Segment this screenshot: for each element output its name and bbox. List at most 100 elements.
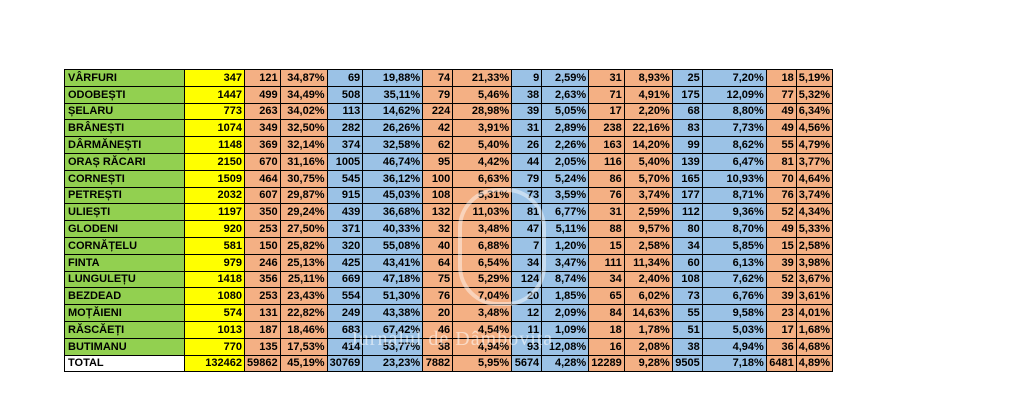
table-row: MOȚĂIENI 574 131 22,82% 249 43,38% 20 3,48% 12 2,… bbox=[64, 304, 833, 322]
vote-count: 69 bbox=[326, 69, 364, 87]
vote-count: 111 bbox=[588, 253, 625, 272]
vote-count: 425 bbox=[326, 253, 364, 272]
vote-count: 17 bbox=[588, 102, 625, 121]
vote-percent: 29,87% bbox=[279, 186, 328, 205]
vote-percent: 5,29% bbox=[452, 270, 513, 289]
vote-count: 81 bbox=[765, 152, 797, 171]
vote-count: 238 bbox=[588, 119, 625, 138]
vote-count: 73 bbox=[671, 287, 703, 306]
vote-percent: 22,82% bbox=[279, 304, 328, 322]
vote-percent: 5,46% bbox=[452, 85, 513, 104]
vote-percent: 47,18% bbox=[362, 270, 424, 289]
table-row: DÂRMĂNEȘTI 1148 369 32,14% 374 32,58% 62 5,40% 2… bbox=[64, 136, 833, 154]
vote-count: 349 bbox=[244, 119, 281, 138]
vote-count: 42 bbox=[422, 119, 454, 138]
locality-name: ȘELARU bbox=[64, 102, 185, 121]
table-row: BUTIMANU 770 135 17,53% 414 53,77% 38 4,94% 93 12… bbox=[64, 337, 833, 356]
vote-count: 11 bbox=[511, 320, 543, 339]
vote-percent: 5,11% bbox=[541, 220, 590, 238]
vote-percent: 2,40% bbox=[623, 270, 673, 289]
table-row: VÂRFURI 347 121 34,87% 69 19,88% 74 21,33% 9 2,59… bbox=[64, 69, 833, 87]
vote-percent: 4,94% bbox=[452, 337, 513, 356]
vote-count: 76 bbox=[422, 287, 454, 306]
total-votes: 1509 bbox=[184, 169, 245, 188]
vote-count: 49 bbox=[765, 119, 797, 138]
vote-percent: 3,74% bbox=[795, 186, 833, 205]
vote-count: 68 bbox=[671, 102, 703, 121]
total-votes: 1447 bbox=[184, 85, 245, 104]
vote-percent: 5,31% bbox=[452, 186, 513, 205]
vote-percent: 1,09% bbox=[541, 320, 590, 339]
vote-percent: 8,62% bbox=[701, 136, 767, 154]
vote-percent: 9,28% bbox=[623, 354, 673, 373]
vote-percent: 5,19% bbox=[795, 69, 833, 87]
vote-count: 40 bbox=[422, 236, 454, 255]
vote-percent: 21,33% bbox=[452, 69, 513, 87]
vote-percent: 6,88% bbox=[452, 236, 513, 255]
vote-percent: 3,59% bbox=[541, 186, 590, 205]
vote-count: 39 bbox=[765, 253, 797, 272]
vote-count: 31 bbox=[588, 69, 625, 87]
vote-percent: 22,16% bbox=[623, 119, 673, 138]
table-row: ȘELARU 773 263 34,02% 113 14,62% 224 28,98% 39 5,… bbox=[64, 102, 833, 121]
vote-count: 39 bbox=[765, 287, 797, 306]
vote-percent: 7,20% bbox=[701, 69, 767, 87]
vote-count: 77 bbox=[765, 85, 797, 104]
vote-count: 12289 bbox=[588, 354, 625, 373]
vote-percent: 1,20% bbox=[541, 236, 590, 255]
locality-name: RĂSCĂEȚI bbox=[64, 320, 185, 339]
vote-count: 177 bbox=[671, 186, 703, 205]
vote-count: 39 bbox=[511, 102, 543, 121]
vote-percent: 6,34% bbox=[795, 102, 833, 121]
vote-count: 108 bbox=[671, 270, 703, 289]
vote-count: 350 bbox=[244, 203, 281, 222]
vote-percent: 4,94% bbox=[701, 337, 767, 356]
locality-name: CORNĂȚELU bbox=[64, 236, 185, 255]
vote-percent: 2,59% bbox=[623, 203, 673, 222]
vote-count: 554 bbox=[326, 287, 364, 306]
table-total-row: TOTAL 132462 59862 45,19% 30769 23,23% 7882 5,9… bbox=[64, 354, 833, 373]
vote-count: 36 bbox=[765, 337, 797, 356]
locality-name: BRÂNEȘTI bbox=[64, 119, 185, 138]
vote-count: 52 bbox=[765, 203, 797, 222]
vote-percent: 2,59% bbox=[541, 69, 590, 87]
vote-percent: 32,58% bbox=[362, 136, 424, 154]
vote-count: 49 bbox=[765, 220, 797, 238]
vote-count: 44 bbox=[511, 152, 543, 171]
vote-percent: 5,24% bbox=[541, 169, 590, 188]
total-votes: 347 bbox=[184, 69, 245, 87]
vote-percent: 6,13% bbox=[701, 253, 767, 272]
table-row: ULIEȘTI 1197 350 29,24% 439 36,68% 132 11,03% 81… bbox=[64, 203, 833, 222]
table-row: BEZDEAD 1080 253 23,43% 554 51,30% 76 7,04% 20 1,… bbox=[64, 287, 833, 306]
vote-percent: 7,73% bbox=[701, 119, 767, 138]
vote-percent: 5,33% bbox=[795, 220, 833, 238]
vote-percent: 2,05% bbox=[541, 152, 590, 171]
vote-percent: 3,61% bbox=[795, 287, 833, 306]
total-votes: 770 bbox=[184, 337, 245, 356]
vote-percent: 7,04% bbox=[452, 287, 513, 306]
vote-percent: 4,34% bbox=[795, 203, 833, 222]
vote-count: 9 bbox=[511, 69, 543, 87]
vote-count: 108 bbox=[422, 186, 454, 205]
vote-percent: 4,64% bbox=[795, 169, 833, 188]
locality-name: CORNEȘTI bbox=[64, 169, 185, 188]
vote-percent: 40,33% bbox=[362, 220, 424, 238]
vote-count: 86 bbox=[588, 169, 625, 188]
vote-count: 683 bbox=[326, 320, 364, 339]
vote-percent: 32,50% bbox=[279, 119, 328, 138]
vote-percent: 6,54% bbox=[452, 253, 513, 272]
vote-percent: 30,75% bbox=[279, 169, 328, 188]
locality-name: GLODENI bbox=[64, 220, 185, 238]
vote-count: 165 bbox=[671, 169, 703, 188]
vote-count: 246 bbox=[244, 253, 281, 272]
vote-count: 508 bbox=[326, 85, 364, 104]
locality-name: ORAȘ RĂCARI bbox=[64, 152, 185, 171]
table-row: CORNĂȚELU 581 150 25,82% 320 55,08% 40 6,88% 7 1,… bbox=[64, 236, 833, 255]
locality-name: PETREȘTI bbox=[64, 186, 185, 205]
vote-percent: 3,47% bbox=[541, 253, 590, 272]
vote-count: 7 bbox=[511, 236, 543, 255]
vote-count: 79 bbox=[511, 169, 543, 188]
vote-percent: 8,80% bbox=[701, 102, 767, 121]
vote-count: 81 bbox=[511, 203, 543, 222]
vote-percent: 29,24% bbox=[279, 203, 328, 222]
